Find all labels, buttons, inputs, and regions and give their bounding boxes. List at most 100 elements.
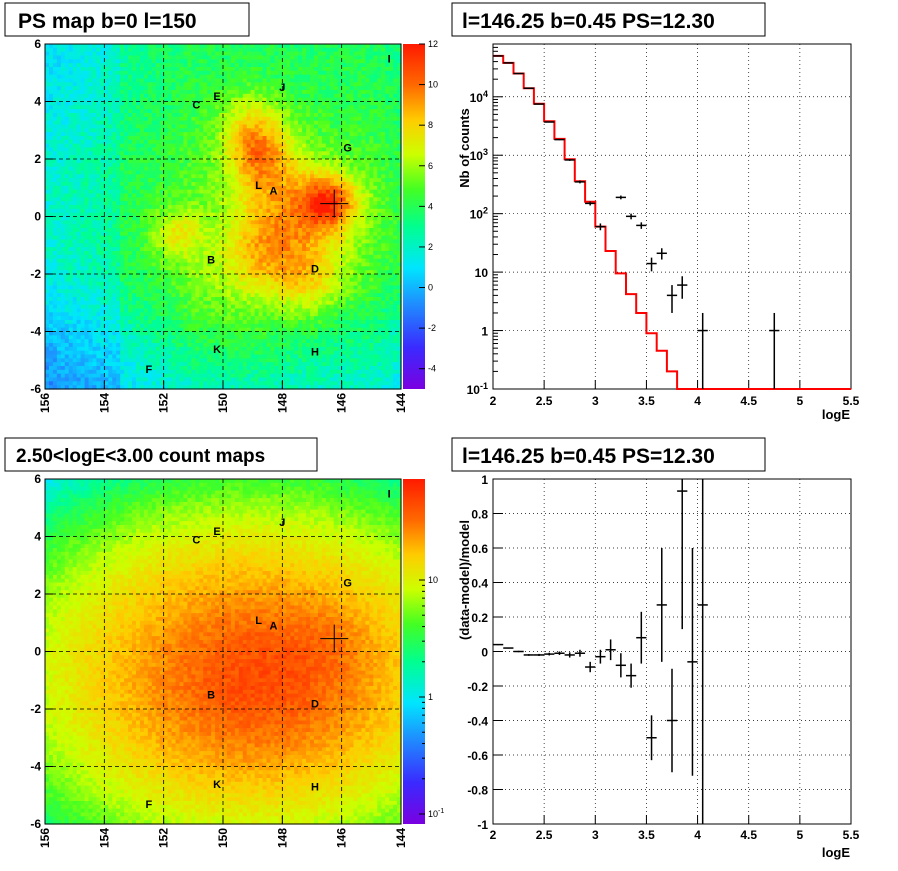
count-map-panel: 2.50<logE<3.00 count maps 156 154 152 150 14…: [4, 437, 444, 848]
spectrum-ytick-label: 1: [481, 325, 488, 339]
map-xtick-label: 148: [275, 828, 289, 848]
source-label-j: J: [279, 82, 285, 94]
source-label-h: H: [311, 782, 319, 794]
spectrum-ytick-label: 10-1: [467, 381, 488, 397]
map-ytick-label: -2: [30, 702, 41, 716]
residual-title-box: [451, 437, 766, 472]
map-ytick-label: 4: [34, 95, 41, 109]
residual-ytick-label: 0.6: [471, 542, 488, 556]
residual-xtick-label: 4: [694, 828, 701, 842]
count-map-colorbar-ticks: 10 1 10-1: [419, 575, 444, 819]
source-label-k: K: [213, 779, 221, 791]
spectrum-xtick-label: 4: [694, 394, 701, 408]
spectrum-ylabel: Nb of counts: [457, 108, 472, 187]
count-map-title-box: [4, 437, 318, 472]
map-xtick-label: 154: [97, 393, 111, 413]
colorbar-tick-label: -4: [428, 364, 436, 374]
map-ytick-label: -4: [30, 325, 41, 339]
map-xtick-label: 146: [335, 828, 349, 848]
residual-ytick-label: 0.8: [471, 508, 488, 522]
colorbar-tick-label: -2: [428, 323, 436, 333]
source-label-d: D: [311, 698, 319, 710]
residual-xtick-label: 2.5: [536, 828, 553, 842]
residual-ticks: 2 2.5 3 3.5 4 4.5 5 5.5 -1 -0.8 -0.6 -0.4 -0.2 0 0.2 0.…: [467, 473, 859, 842]
count-map-source-labels: I J E C G L A B D K H F: [145, 488, 390, 811]
map-xtick-label: 146: [335, 393, 349, 413]
count-map-grid: [45, 479, 401, 824]
colorbar-tick-label: 10: [428, 575, 438, 585]
source-label-h: H: [311, 347, 319, 359]
colorbar-tick-label: 10-1: [428, 808, 444, 819]
residual-title: l=146.25 b=0.45 PS=12.30: [462, 445, 715, 468]
map-xtick-label: 152: [157, 393, 171, 413]
residual-ytick-label: 0.4: [471, 577, 488, 591]
map-xtick-label: 148: [275, 393, 289, 413]
spectrum-xlabel: logE: [822, 407, 850, 422]
source-label-j: J: [279, 517, 285, 529]
spectrum-data-points: [493, 55, 780, 389]
spectrum-model-histogram: [493, 54, 851, 390]
source-label-b: B: [207, 690, 215, 702]
source-label-f: F: [145, 799, 152, 811]
map-ytick-label: -6: [30, 382, 41, 396]
colorbar-tick-label: 2: [428, 242, 433, 252]
spectrum-panel: l=146.25 b=0.45 PS=12.30 2 2.5 3 3.5 4 4.5 5 5.…: [451, 2, 860, 422]
count-map-cells: [45, 479, 402, 825]
ps-map-cells: [45, 44, 402, 390]
spectrum-title-box: [451, 2, 766, 37]
colorbar-tick-label: 1: [428, 692, 433, 702]
ps-map-colorbar-ticks: 12 10 8 6 4 2 0 -2 -4: [419, 39, 438, 374]
count-map-colorbar: [403, 479, 425, 824]
spectrum-xtick-label: 4.5: [740, 394, 757, 408]
ps-map-grid: [45, 44, 401, 389]
spectrum-xtick-label: 5: [797, 394, 804, 408]
residual-xtick-label: 2: [490, 828, 497, 842]
map-ytick-label: 6: [34, 37, 41, 51]
map-ytick-label: 6: [34, 472, 41, 486]
source-label-f: F: [145, 364, 152, 376]
colorbar-tick-label: 0: [428, 283, 433, 293]
residual-xtick-label: 5.5: [843, 828, 860, 842]
colorbar-tick-label: 12: [428, 39, 438, 49]
map-ytick-label: 2: [34, 152, 41, 166]
residual-ytick-label: -0.8: [467, 784, 488, 798]
residual-ytick-label: 0.2: [471, 611, 488, 625]
spectrum-xtick-label: 5.5: [843, 394, 860, 408]
ps-map-source-labels: I J E C G L A B D K H F: [145, 53, 390, 376]
map-ytick-label: 2: [34, 587, 41, 601]
model-histogram-line: [493, 54, 851, 390]
residual-ytick-label: -0.6: [467, 749, 488, 763]
map-xtick-label: 156: [38, 393, 52, 413]
spectrum-ytick-label: 102: [470, 206, 488, 222]
map-ytick-label: 0: [34, 645, 41, 659]
map-xtick-label: 156: [38, 828, 52, 848]
map-ytick-label: -4: [30, 760, 41, 774]
residual-ytick-label: -0.4: [467, 715, 488, 729]
residual-xlabel: logE: [822, 845, 850, 860]
colorbar-tick-label: 8: [428, 120, 433, 130]
map-xtick-label: 154: [97, 828, 111, 848]
ps-map-panel: PS map b=0 l=150 156 154 152 150 148 146 144 6 4…: [4, 2, 438, 413]
source-label-l: L: [255, 615, 262, 627]
residual-ytick-label: -0.2: [467, 680, 488, 694]
source-label-b: B: [207, 255, 215, 267]
source-label-d: D: [311, 263, 319, 275]
map-ytick-label: 0: [34, 210, 41, 224]
source-label-i: I: [388, 488, 391, 500]
source-label-a: A: [269, 621, 277, 633]
spectrum-xtick-label: 3: [592, 394, 599, 408]
source-label-k: K: [213, 344, 221, 356]
source-label-g: G: [343, 578, 352, 590]
residual-panel: l=146.25 b=0.45 PS=12.30 2 2.5 3 3.5 4 4.5 5 5.…: [451, 437, 860, 860]
source-label-c: C: [192, 99, 200, 111]
residual-xtick-label: 3.5: [638, 828, 655, 842]
spectrum-ytick-label: 103: [470, 147, 488, 163]
colorbar-tick-label: 10: [428, 80, 438, 90]
residual-xtick-label: 3: [592, 828, 599, 842]
spectrum-xtick-label: 2.5: [536, 394, 553, 408]
count-map-title: 2.50<logE<3.00 count maps: [16, 446, 265, 467]
residual-data-points: [493, 479, 708, 824]
source-label-l: L: [255, 180, 262, 192]
residual-grid: [493, 479, 851, 824]
